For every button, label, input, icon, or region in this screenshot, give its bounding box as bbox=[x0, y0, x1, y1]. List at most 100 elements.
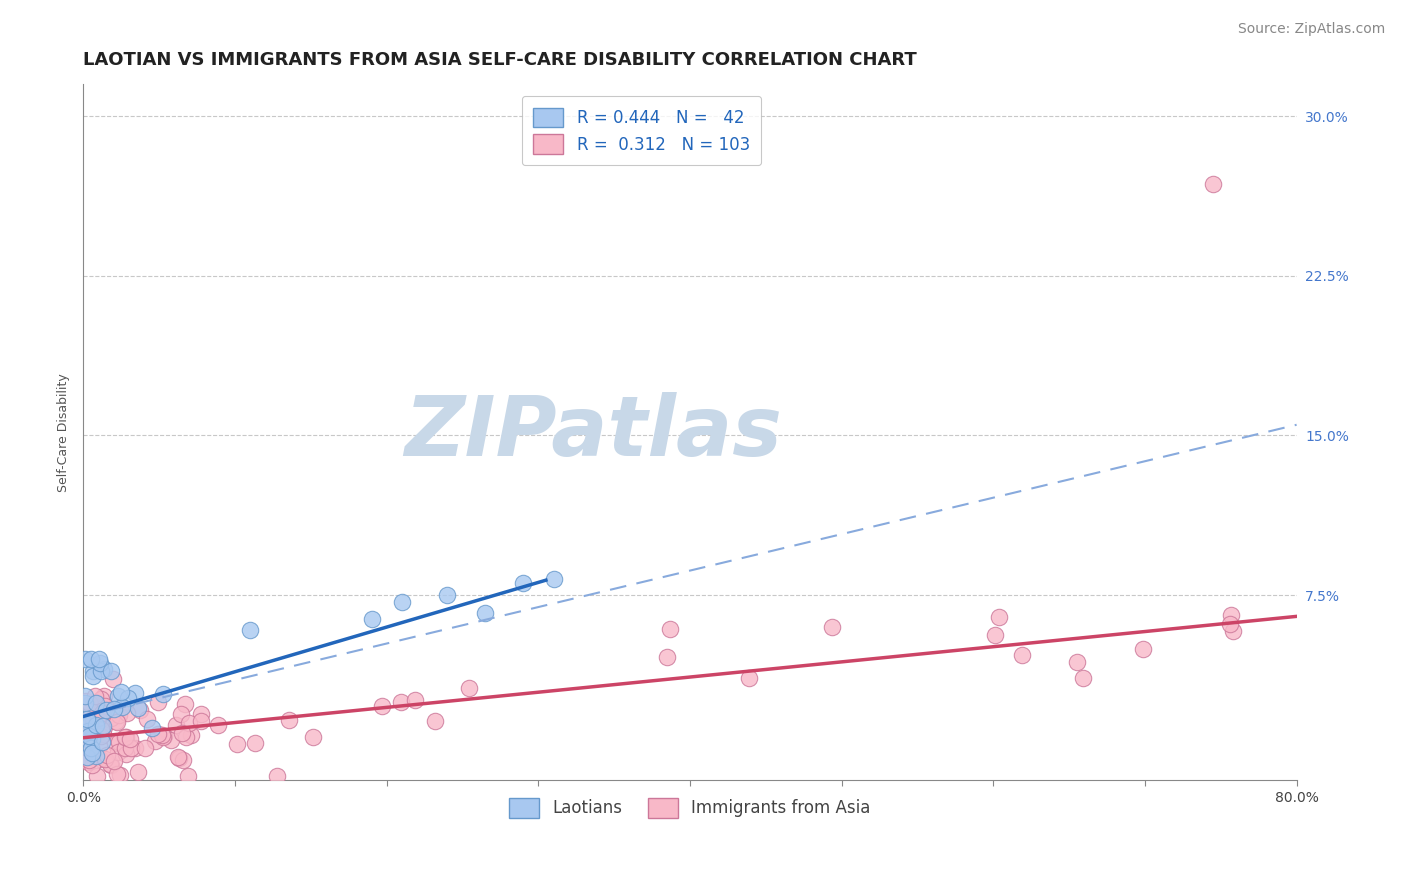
Point bbox=[80, 746, 103, 760]
Point bbox=[146, 695, 169, 709]
Point bbox=[103, 754, 125, 768]
Point bbox=[176, 730, 198, 744]
Point bbox=[105, 767, 128, 781]
Point bbox=[90, 722, 112, 736]
Point bbox=[166, 750, 188, 764]
Point bbox=[87, 739, 110, 754]
Point bbox=[90, 692, 112, 706]
Point bbox=[100, 664, 122, 678]
Point bbox=[120, 741, 142, 756]
Point bbox=[73, 728, 96, 742]
Point bbox=[172, 753, 194, 767]
Point bbox=[94, 698, 117, 713]
Point bbox=[1066, 655, 1088, 669]
Point bbox=[73, 690, 96, 704]
Point bbox=[360, 612, 382, 626]
Point bbox=[89, 752, 111, 766]
Point bbox=[124, 686, 146, 700]
Point bbox=[190, 714, 212, 729]
Point bbox=[82, 664, 104, 678]
Point bbox=[86, 769, 108, 783]
Point bbox=[127, 700, 149, 714]
Point bbox=[103, 702, 125, 716]
Point bbox=[90, 704, 112, 718]
Point bbox=[76, 712, 98, 726]
Point bbox=[115, 747, 138, 761]
Point bbox=[180, 728, 202, 742]
Text: ZIPatlas: ZIPatlas bbox=[404, 392, 782, 473]
Point bbox=[404, 693, 426, 707]
Point bbox=[77, 732, 100, 747]
Point bbox=[91, 706, 114, 721]
Y-axis label: Self-Care Disability: Self-Care Disability bbox=[58, 373, 70, 491]
Point bbox=[91, 719, 114, 733]
Point bbox=[104, 735, 127, 749]
Text: LAOTIAN VS IMMIGRANTS FROM ASIA SELF-CARE DISABILITY CORRELATION CHART: LAOTIAN VS IMMIGRANTS FROM ASIA SELF-CAR… bbox=[83, 51, 917, 69]
Point bbox=[124, 741, 146, 756]
Point bbox=[174, 697, 197, 711]
Point bbox=[1219, 617, 1241, 632]
Point bbox=[177, 769, 200, 783]
Point bbox=[301, 730, 323, 744]
Point bbox=[165, 718, 187, 732]
Point bbox=[128, 703, 150, 717]
Point bbox=[127, 765, 149, 780]
Point bbox=[266, 769, 288, 783]
Point bbox=[371, 698, 394, 713]
Point bbox=[108, 735, 131, 749]
Point bbox=[190, 707, 212, 722]
Point bbox=[79, 715, 101, 730]
Point bbox=[115, 706, 138, 721]
Point bbox=[114, 730, 136, 744]
Point bbox=[143, 734, 166, 748]
Point bbox=[82, 732, 104, 747]
Point bbox=[104, 714, 127, 729]
Point bbox=[84, 689, 107, 703]
Point bbox=[105, 715, 128, 730]
Point bbox=[77, 731, 100, 746]
Point bbox=[93, 690, 115, 704]
Point bbox=[80, 723, 103, 738]
Point bbox=[1222, 624, 1244, 638]
Point bbox=[543, 573, 565, 587]
Point bbox=[77, 751, 100, 765]
Point bbox=[474, 607, 496, 621]
Point bbox=[90, 664, 112, 678]
Point bbox=[458, 681, 481, 695]
Point bbox=[79, 729, 101, 743]
Point bbox=[93, 662, 115, 676]
Point bbox=[79, 697, 101, 711]
Point bbox=[110, 684, 132, 698]
Point bbox=[425, 714, 447, 728]
Point bbox=[82, 714, 104, 729]
Point bbox=[73, 696, 96, 710]
Point bbox=[89, 656, 111, 670]
Point bbox=[77, 741, 100, 756]
Point bbox=[82, 712, 104, 726]
Point bbox=[134, 740, 156, 755]
Point bbox=[76, 750, 98, 764]
Point bbox=[239, 623, 262, 637]
Point bbox=[100, 758, 122, 772]
Point bbox=[659, 622, 682, 636]
Point bbox=[159, 733, 181, 747]
Legend: Laotians, Immigrants from Asia: Laotians, Immigrants from Asia bbox=[503, 791, 877, 824]
Point bbox=[87, 652, 110, 666]
Point bbox=[80, 741, 103, 756]
Point bbox=[77, 723, 100, 738]
Point bbox=[94, 703, 117, 717]
Point bbox=[73, 717, 96, 731]
Point bbox=[391, 595, 413, 609]
Point bbox=[179, 715, 201, 730]
Point bbox=[76, 714, 98, 728]
Point bbox=[82, 669, 104, 683]
Point bbox=[226, 737, 249, 751]
Point bbox=[243, 736, 266, 750]
Point bbox=[170, 726, 193, 740]
Point bbox=[277, 713, 299, 727]
Point bbox=[655, 650, 678, 665]
Point bbox=[115, 731, 138, 745]
Point bbox=[84, 748, 107, 763]
Point bbox=[988, 609, 1011, 624]
Text: Source: ZipAtlas.com: Source: ZipAtlas.com bbox=[1237, 22, 1385, 37]
